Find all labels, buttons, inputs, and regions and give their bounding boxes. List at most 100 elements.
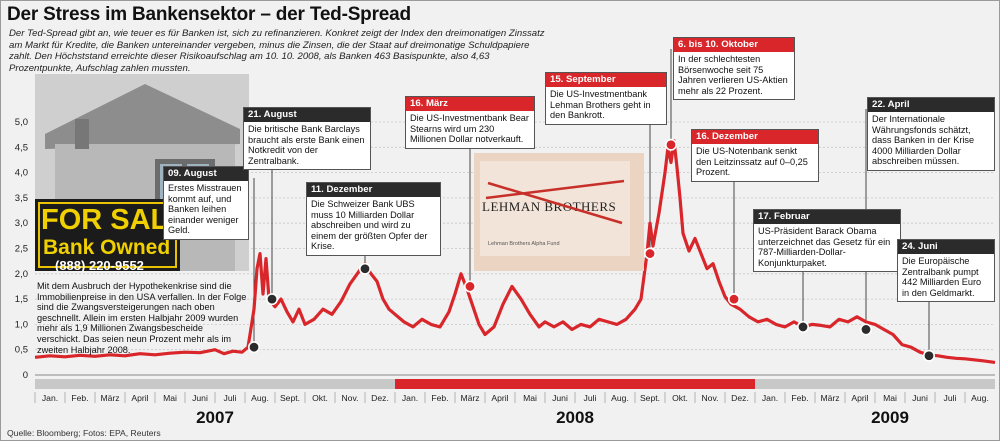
event-marker <box>643 247 656 260</box>
event-marker <box>265 293 278 306</box>
x-tick-label: Juli <box>224 393 237 403</box>
callout-text: Die Schweizer Bank UBS muss 10 Milliarde… <box>311 199 428 252</box>
callout-dec16: 16. Dezember Die US-Notenbank senkt den … <box>691 129 819 182</box>
callout-sep15: 15. September Die US-Investmentbank Lehm… <box>545 72 667 125</box>
year-band <box>395 379 755 389</box>
event-marker <box>922 349 935 362</box>
event-marker <box>358 262 371 275</box>
event-marker <box>664 138 677 151</box>
callout-date: 15. September <box>546 73 666 87</box>
x-tick-label: Juni <box>192 393 208 403</box>
x-tick-label: April <box>851 393 868 403</box>
callout-aug21: 21. August Die britische Bank Barclays b… <box>243 107 371 171</box>
callout-date: 22. April <box>868 98 994 112</box>
x-tick-label: Nov. <box>701 393 718 403</box>
callout-text: Die US-Investmentbank Lehman Brothers ge… <box>550 89 651 121</box>
year-band <box>755 379 995 389</box>
y-tick-label: 4,5 <box>15 142 28 153</box>
callout-date: 24. Juni <box>898 240 994 254</box>
callout-text: In der schlechtesten Börsenwoche seit 75… <box>678 54 788 96</box>
x-tick-label: Juni <box>552 393 568 403</box>
intro-text: Der Ted-Spread gibt an, wie teuer es für… <box>9 28 545 74</box>
event-marker <box>248 341 261 354</box>
x-tick-label: Okt. <box>672 393 688 403</box>
year-label: 2009 <box>871 408 909 427</box>
x-tick-label: April <box>131 393 148 403</box>
x-tick-label: Okt. <box>312 393 328 403</box>
x-tick-label: Mai <box>883 393 897 403</box>
series-line <box>34 139 996 364</box>
y-tick-label: 3,0 <box>15 218 28 229</box>
y-tick-label: 1,0 <box>15 319 28 330</box>
x-tick-label: Jan. <box>402 393 418 403</box>
event-marker <box>859 323 872 336</box>
callout-text: US-Präsident Barack Obama unterzeichnet … <box>758 226 891 268</box>
callout-mar16: 16. März Die US-Investmentbank Bear Stea… <box>405 96 535 149</box>
source-note: Quelle: Bloomberg; Fotos: EPA, Reuters <box>7 428 161 438</box>
x-tick-label: Jan. <box>42 393 58 403</box>
x-tick-label: Aug. <box>611 393 629 403</box>
callout-text: Die Europäische Zentralbank pumpt 442 Mi… <box>902 256 982 298</box>
y-tick-label: 2,5 <box>15 244 28 255</box>
callout-jun24: 24. Juni Die Europäische Zentralbank pum… <box>897 239 995 303</box>
y-tick-label: 2,0 <box>15 269 28 280</box>
callout-date: 6. bis 10. Oktober <box>674 38 794 52</box>
x-tick-label: Aug. <box>971 393 989 403</box>
x-tick-label: Juli <box>944 393 957 403</box>
callout-text: Der Internationale Währungsfonds schätzt… <box>872 114 975 167</box>
callout-date: 17. Februar <box>754 210 900 224</box>
lehman-photo: LEHMAN BROTHERS Lehman Brothers Alpha Fu… <box>474 153 644 271</box>
housing-text: Mit dem Ausbruch der Hypothekenkrise sin… <box>37 281 247 355</box>
sign-line-1: FOR SAL <box>41 204 168 236</box>
x-tick-label: Mai <box>523 393 537 403</box>
y-tick-label: 4,0 <box>15 168 28 179</box>
x-tick-label: Nov. <box>341 393 358 403</box>
callout-date: 11. Dezember <box>307 183 440 197</box>
callout-date: 16. März <box>406 97 534 111</box>
x-tick-label: Sept. <box>280 393 300 403</box>
callout-oct6: 6. bis 10. Oktober In der schlechtesten … <box>673 37 795 101</box>
sign-line-2: Bank Owned <box>43 236 170 259</box>
x-tick-label: Mai <box>163 393 177 403</box>
y-tick-label: 0 <box>23 370 28 381</box>
event-marker <box>796 320 809 333</box>
callout-date: 16. Dezember <box>692 130 818 144</box>
callout-apr22: 22. April Der Internationale Währungsfon… <box>867 97 995 171</box>
year-label: 2007 <box>196 408 234 427</box>
x-tick-label: März <box>820 393 839 403</box>
year-band <box>35 379 395 389</box>
x-tick-label: Feb. <box>791 393 808 403</box>
x-tick-label: Jan. <box>762 393 778 403</box>
callout-text: Die US-Notenbank senkt den Leitzinssatz … <box>696 146 808 178</box>
x-tick-label: April <box>491 393 508 403</box>
callout-feb17: 17. Februar US-Präsident Barack Obama un… <box>753 209 901 273</box>
callout-text: Erstes Misstrauen kommt auf, und Banken … <box>168 183 242 236</box>
x-tick-label: Dez. <box>731 393 749 403</box>
x-tick-label: Feb. <box>71 393 88 403</box>
x-tick-label: Aug. <box>251 393 269 403</box>
callout-dec11: 11. Dezember Die Schweizer Bank UBS muss… <box>306 182 441 256</box>
x-tick-label: Juni <box>912 393 928 403</box>
event-marker <box>463 280 476 293</box>
year-label: 2008 <box>556 408 594 427</box>
x-tick-label: März <box>460 393 479 403</box>
callout-aug07: 09. August Erstes Misstrauen kommt auf, … <box>163 166 249 240</box>
y-tick-label: 5,0 <box>15 117 28 128</box>
callout-text: Die US-Investmentbank Bear Stearns wird … <box>410 113 529 145</box>
y-tick-label: 0,5 <box>15 345 28 356</box>
y-tick-label: 3,5 <box>15 193 28 204</box>
x-tick-label: Sept. <box>640 393 660 403</box>
callout-date: 21. August <box>244 108 370 122</box>
chart-title: Der Stress im Bankensektor – der Ted-Spr… <box>7 4 411 25</box>
x-tick-label: Juli <box>584 393 597 403</box>
lehman-caption-text: Lehman Brothers Alpha Fund <box>488 241 560 247</box>
x-tick-label: Feb. <box>431 393 448 403</box>
x-tick-label: März <box>100 393 119 403</box>
event-marker <box>727 293 740 306</box>
callout-text: Die britische Bank Barclays braucht als … <box>248 124 365 166</box>
sign-line-3: (888) 220-9552 <box>55 258 144 271</box>
y-tick-label: 1,5 <box>15 294 28 305</box>
callout-date: 09. August <box>164 167 248 181</box>
x-tick-label: Dez. <box>371 393 389 403</box>
